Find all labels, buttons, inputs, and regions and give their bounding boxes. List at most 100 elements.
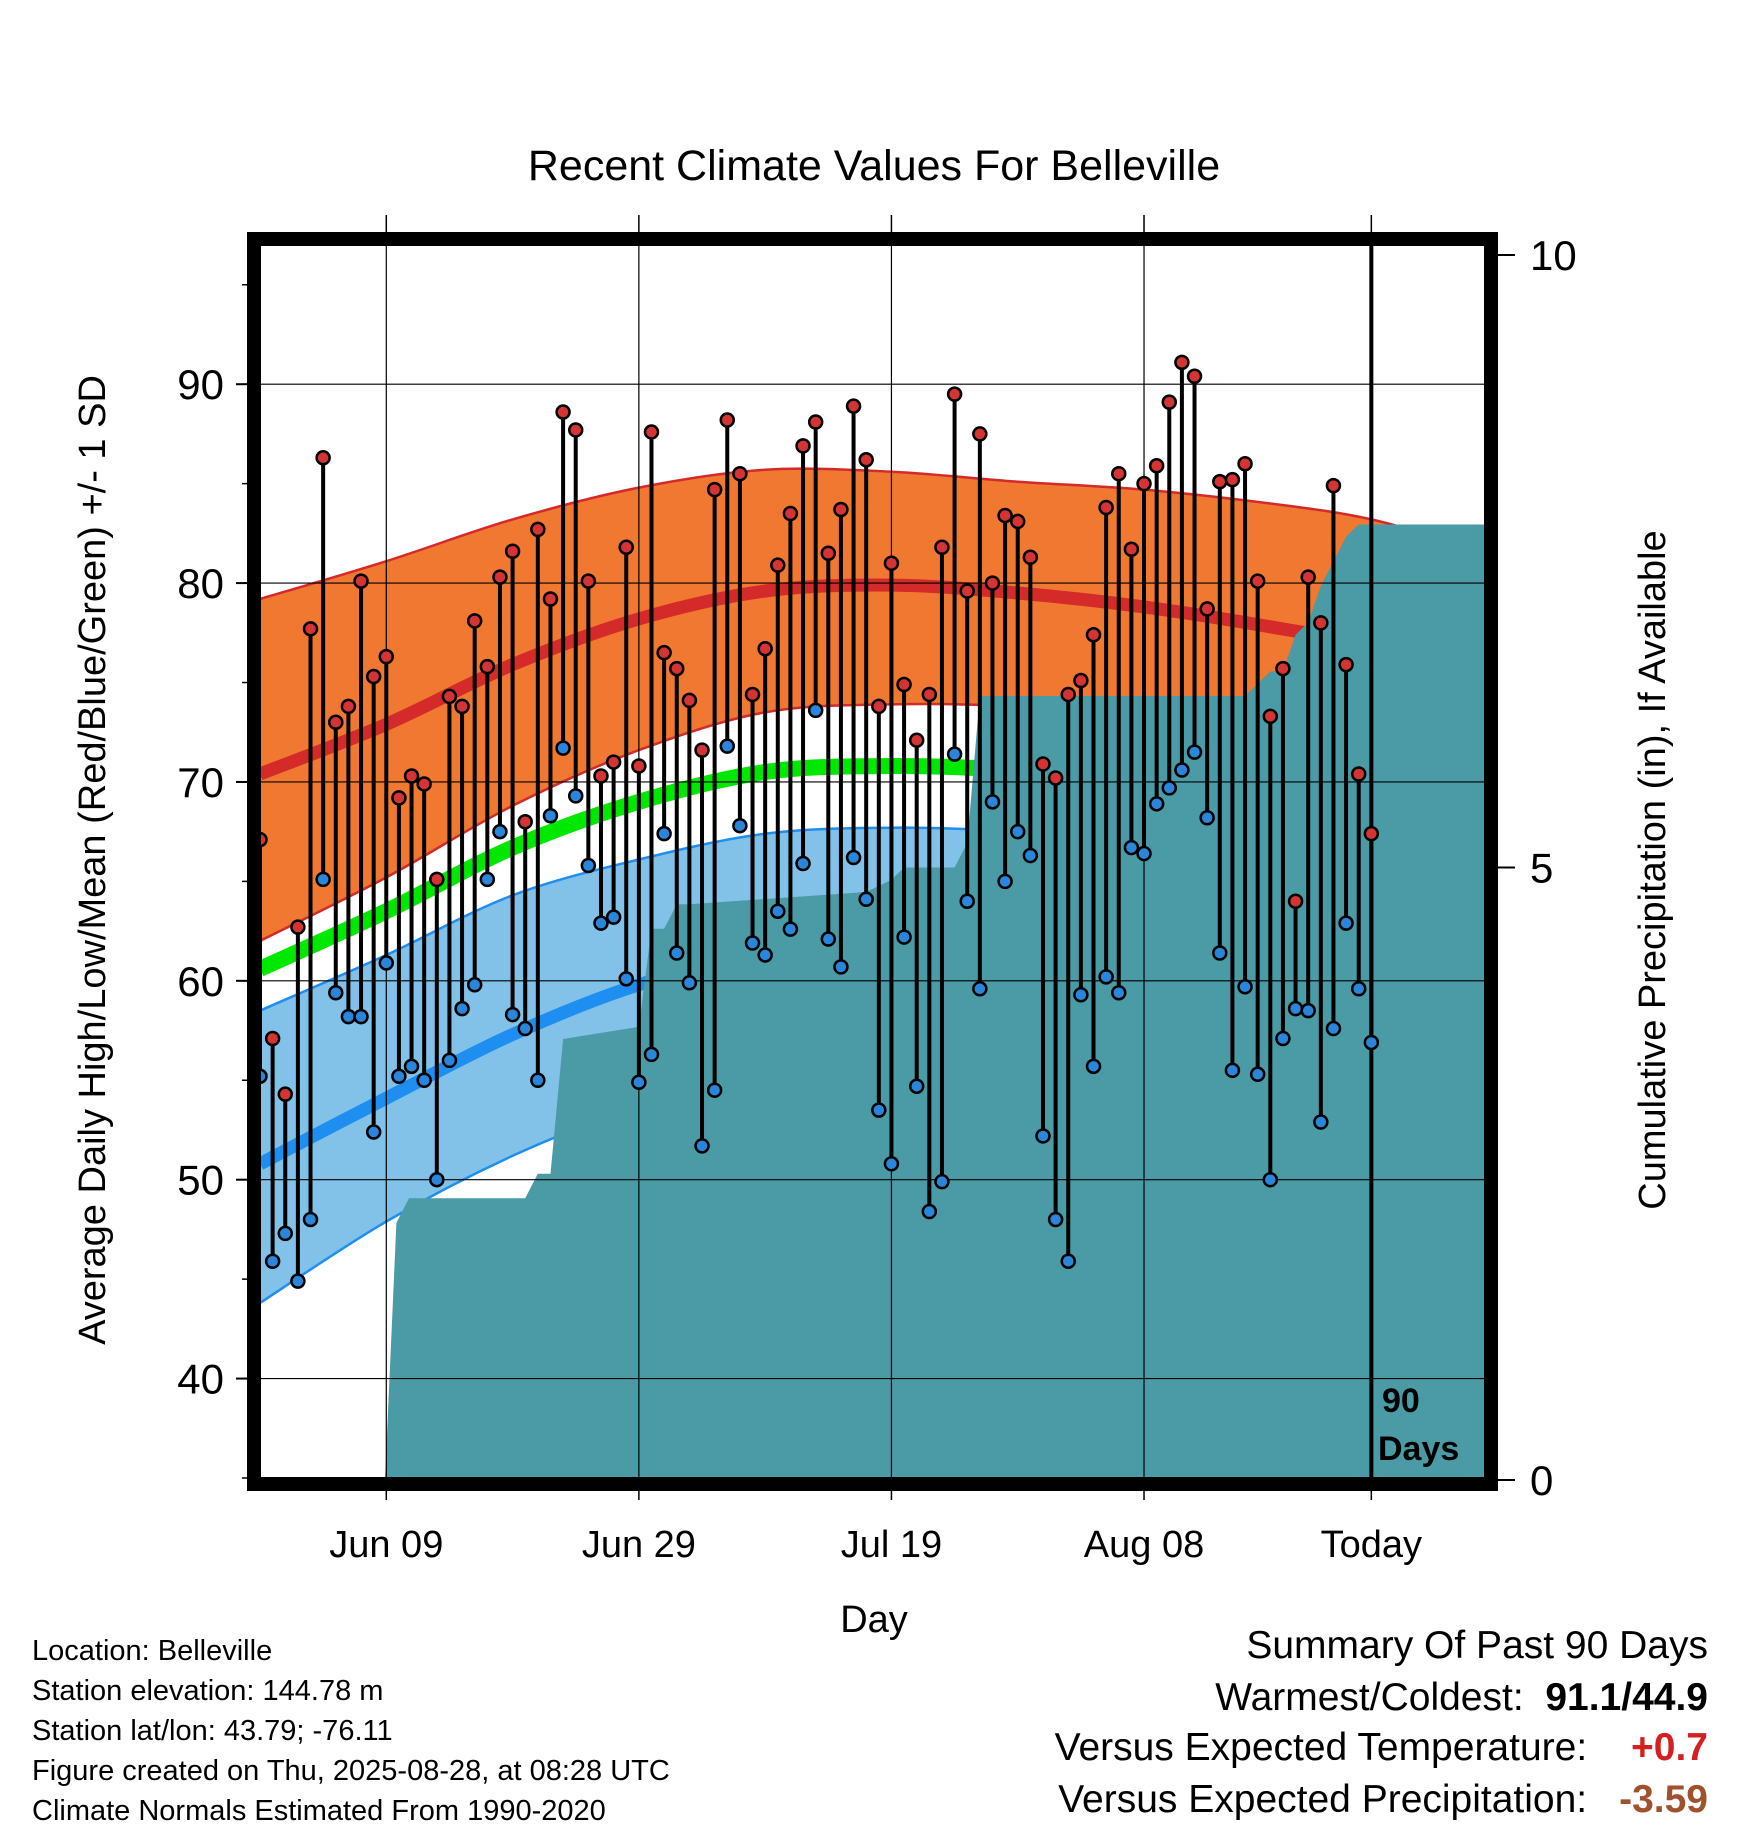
- period-label-line2: Days: [1378, 1430, 1459, 1468]
- daily-high-point: [555, 404, 571, 420]
- daily-low-point: [302, 1211, 319, 1228]
- daily-low-point: [706, 1082, 723, 1098]
- precipitation-area: [385, 524, 1485, 1478]
- daily-high-point: [328, 714, 344, 731]
- daily-low-point: [1287, 1000, 1304, 1017]
- daily-high-point: [997, 507, 1013, 524]
- daily-high-point: [378, 648, 395, 665]
- summary-heading: Summary Of Past 90 Days: [1246, 1624, 1708, 1667]
- daily-low-point: [883, 1156, 900, 1172]
- daily-high-point: [1300, 569, 1316, 585]
- y-tick-label: 80: [177, 560, 224, 607]
- daily-low-point: [277, 1225, 294, 1242]
- footer-created: Figure created on Thu, 2025-08-28, at 08…: [32, 1755, 670, 1787]
- daily-low-point: [290, 1273, 306, 1289]
- daily-low-point: [744, 935, 761, 951]
- warm-cold-value: 91.1/44.9: [1545, 1676, 1708, 1719]
- daily-high-point: [706, 481, 723, 498]
- daily-high-point: [1237, 456, 1253, 472]
- daily-low-point: [353, 1008, 369, 1025]
- daily-low-point: [643, 1046, 660, 1063]
- daily-high-point: [1060, 686, 1076, 703]
- daily-high-point: [1022, 549, 1039, 565]
- daily-high-point: [908, 732, 925, 748]
- daily-high-point: [580, 573, 597, 589]
- daily-low-point: [656, 825, 672, 842]
- daily-high-point: [820, 545, 837, 561]
- y-tick-label: 60: [177, 958, 224, 1005]
- y-axis-label: Average Daily High/Low/Mean (Red/Blue/Gr…: [72, 375, 114, 1345]
- daily-low-point: [315, 871, 331, 888]
- daily-low-point: [479, 871, 496, 888]
- daily-low-point: [416, 1072, 432, 1089]
- daily-high-point: [694, 742, 710, 758]
- daily-high-point: [353, 573, 369, 589]
- daily-high-point: [416, 776, 432, 792]
- x-tick-label: Today: [1321, 1524, 1422, 1566]
- daily-low-point: [1325, 1020, 1342, 1037]
- daily-low-point: [530, 1072, 546, 1089]
- daily-high-point: [934, 539, 950, 556]
- daily-low-point: [757, 947, 773, 963]
- daily-low-point: [567, 788, 584, 804]
- daily-high-point: [1136, 475, 1152, 492]
- daily-low-point: [1148, 796, 1165, 812]
- warm-cold-label: Warmest/Coldest:: [1215, 1676, 1524, 1719]
- daily-high-point: [833, 501, 849, 518]
- daily-high-point: [466, 613, 483, 629]
- daily-high-point: [669, 660, 685, 677]
- daily-low-point: [1237, 979, 1253, 995]
- daily-high-point: [959, 583, 975, 599]
- daily-low-point: [1249, 1066, 1266, 1083]
- x-tick-label: Jun 09: [329, 1524, 443, 1566]
- daily-low-point: [820, 931, 837, 947]
- daily-low-point: [593, 915, 609, 931]
- daily-high-point: [972, 426, 988, 442]
- daily-low-point: [1300, 1002, 1316, 1019]
- daily-high-point: [1325, 477, 1342, 494]
- daily-high-point: [593, 768, 609, 784]
- daily-low-point: [1224, 1062, 1241, 1079]
- plot-frame: [247, 232, 1498, 1491]
- daily-high-point: [1098, 499, 1114, 516]
- daily-low-point: [795, 855, 811, 872]
- daily-high-point: [984, 575, 1001, 591]
- daily-high-point: [1085, 627, 1102, 643]
- daily-low-point: [454, 1000, 470, 1017]
- daily-high-point: [719, 412, 736, 428]
- daily-high-point: [1161, 394, 1178, 410]
- daily-high-point: [315, 450, 331, 466]
- daily-low-point: [858, 891, 874, 908]
- daily-low-point: [1186, 744, 1203, 760]
- daily-low-point: [1123, 839, 1140, 856]
- daily-low-point: [997, 873, 1013, 890]
- daily-low-point: [1313, 1114, 1329, 1130]
- daily-low-point: [807, 702, 824, 719]
- daily-high-point: [845, 398, 862, 414]
- daily-low-point: [264, 1253, 281, 1269]
- daily-high-point: [770, 557, 786, 573]
- daily-low-point: [871, 1102, 887, 1118]
- daily-high-point: [757, 640, 773, 657]
- daily-high-point: [340, 698, 357, 715]
- daily-high-point: [782, 505, 799, 522]
- daily-low-point: [1009, 823, 1026, 840]
- daily-high-point: [479, 658, 496, 675]
- daily-high-point: [1262, 708, 1279, 725]
- daily-high-point: [429, 871, 445, 888]
- daily-low-point: [1363, 1034, 1380, 1051]
- daily-high-point: [631, 758, 647, 774]
- footer-elevation: Station elevation: 144.78 m: [32, 1675, 384, 1707]
- daily-high-point: [290, 919, 306, 935]
- daily-high-point: [1047, 770, 1064, 786]
- daily-high-point: [1350, 766, 1367, 782]
- daily-high-point: [795, 438, 811, 454]
- daily-high-point: [618, 539, 634, 556]
- daily-low-point: [845, 849, 862, 866]
- daily-high-point: [946, 386, 963, 402]
- daily-high-point: [1186, 368, 1203, 385]
- footer-latlon: Station lat/lon: 43.79; -76.11: [32, 1715, 393, 1747]
- y2-axis-label: Cumulative Precipitation (in), If Availa…: [1632, 530, 1674, 1209]
- daily-low-point: [605, 909, 622, 925]
- daily-high-point: [1249, 573, 1266, 589]
